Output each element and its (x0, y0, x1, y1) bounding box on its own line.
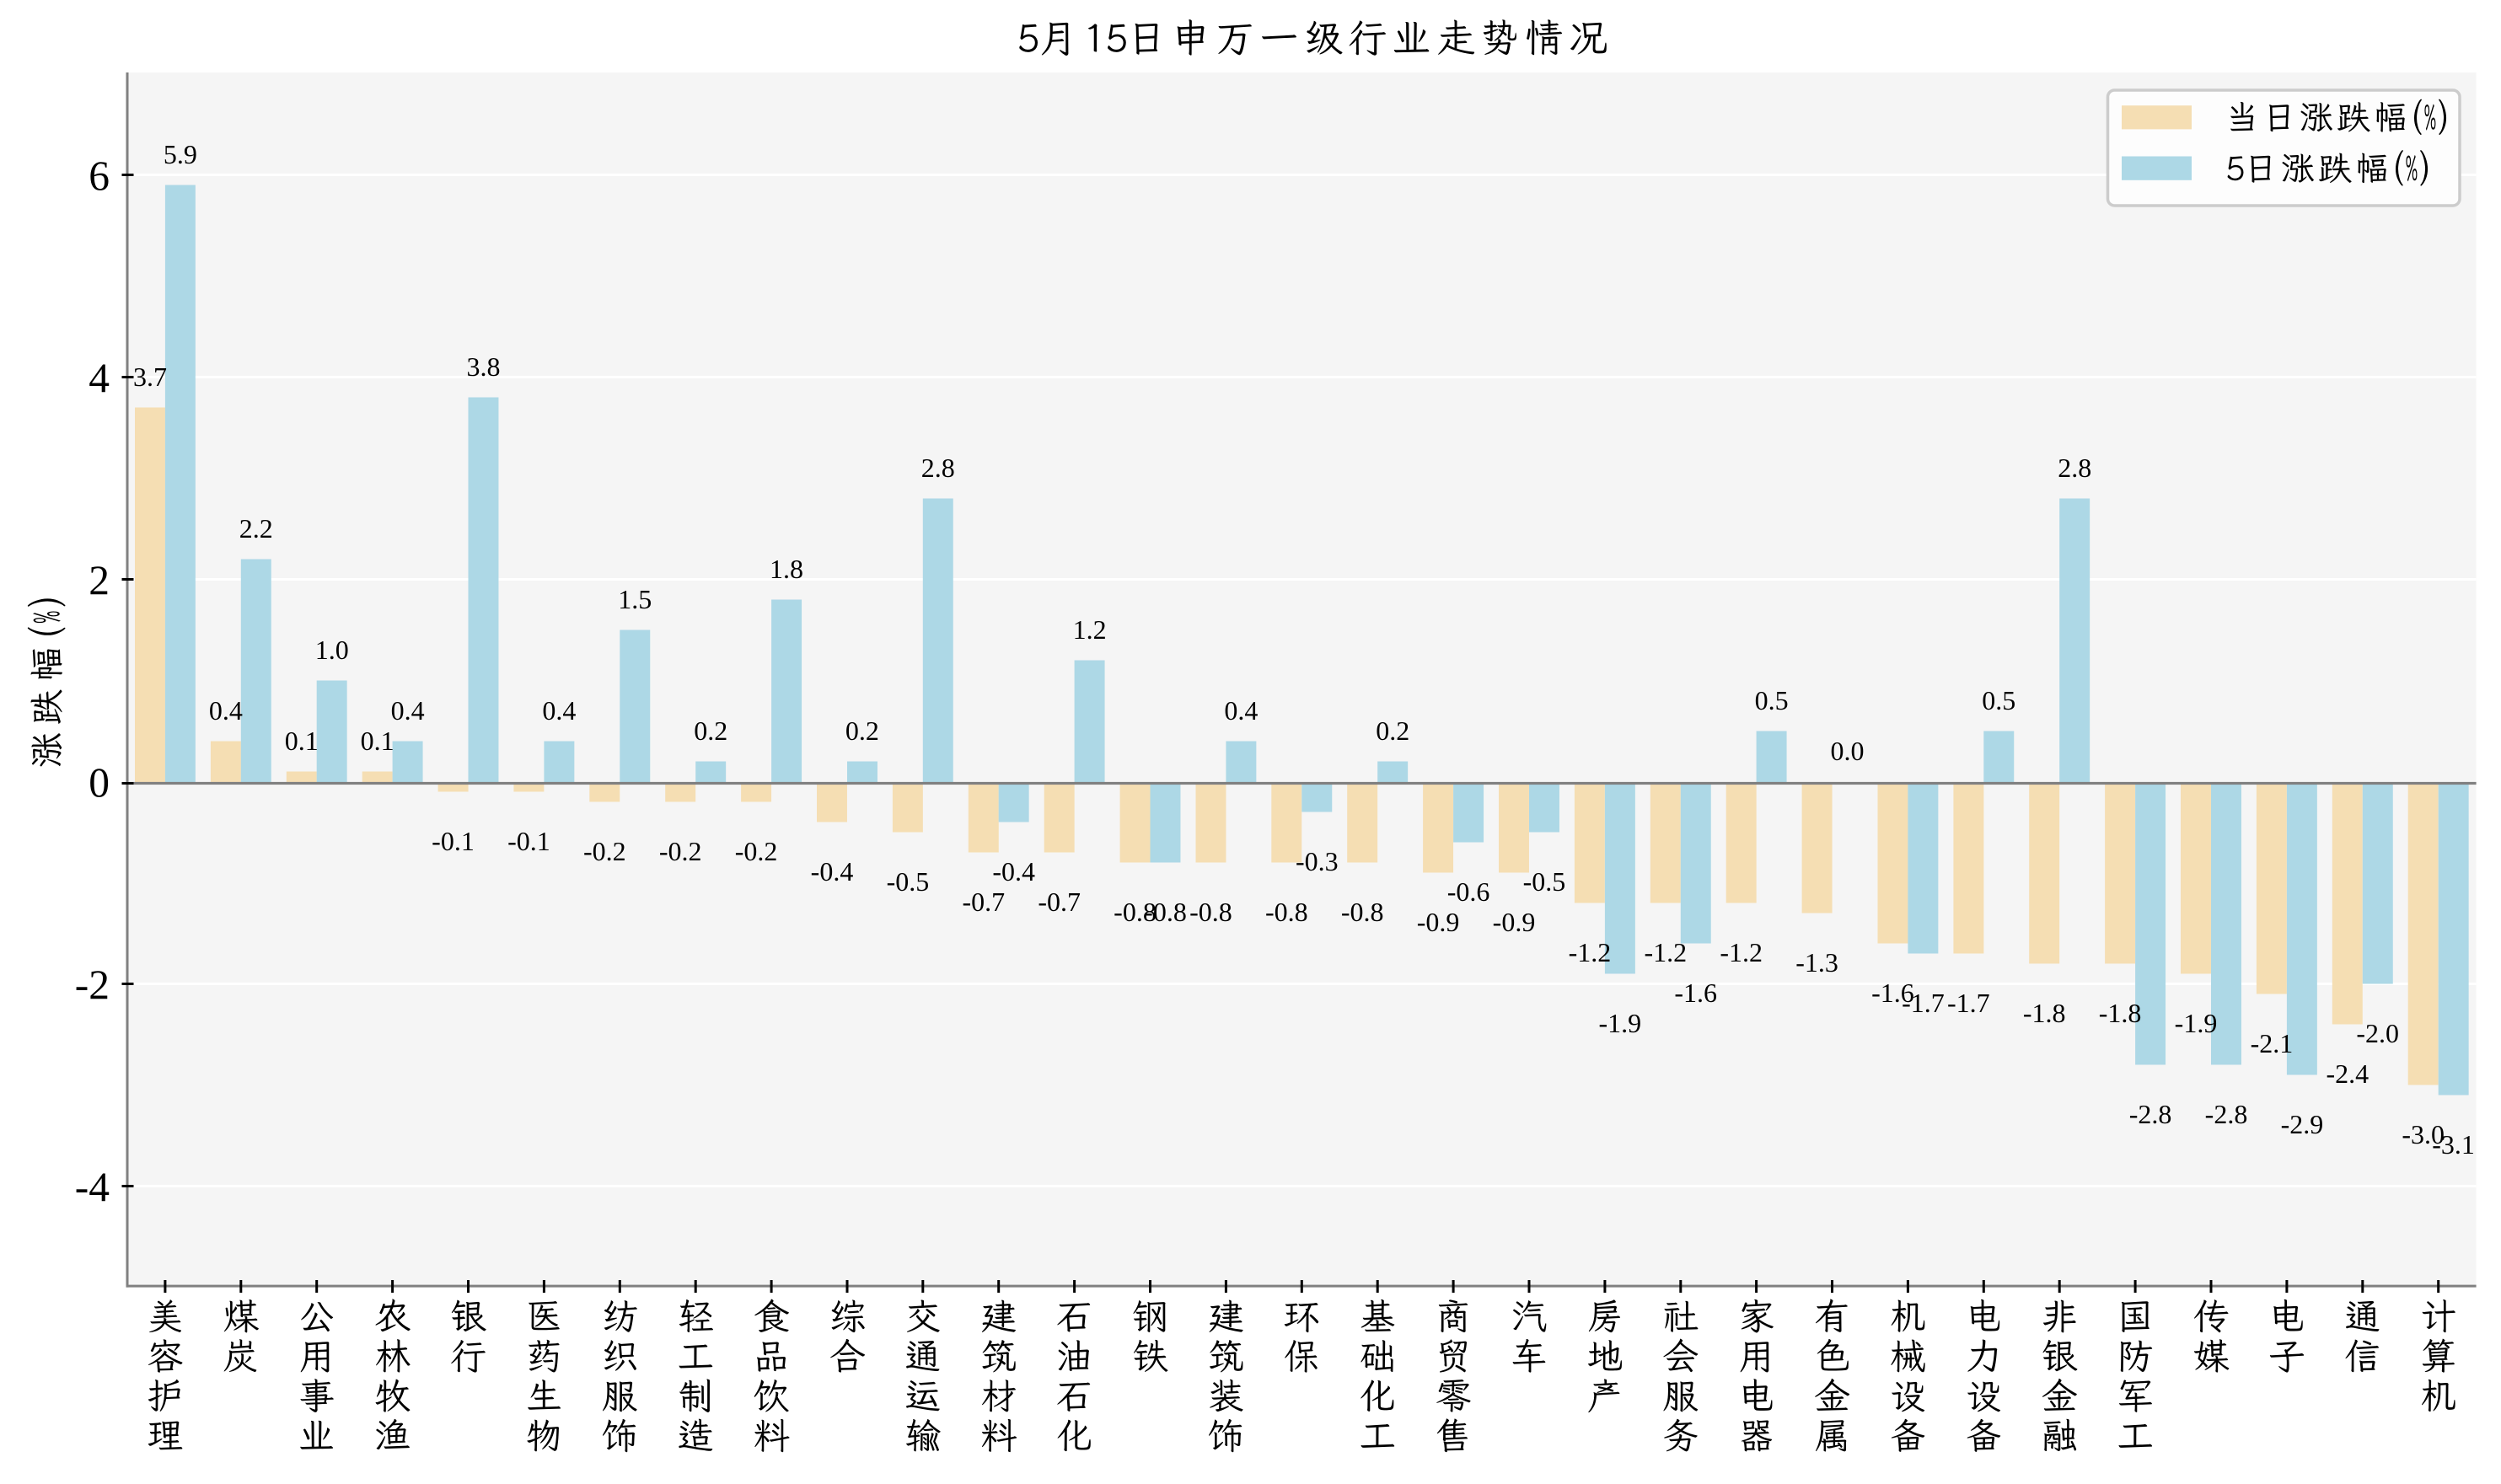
svg-text:-0.8: -0.8 (1144, 897, 1187, 927)
svg-text:3.7: 3.7 (133, 362, 167, 392)
svg-text:4: 4 (89, 355, 110, 401)
svg-text:-1.3: -1.3 (1795, 947, 1838, 978)
svg-text:0.2: 0.2 (845, 715, 879, 746)
svg-text:-0.1: -0.1 (507, 826, 550, 856)
svg-text:2: 2 (89, 557, 110, 603)
svg-text:-1.2: -1.2 (1644, 937, 1687, 967)
svg-text:-1.9: -1.9 (2175, 1008, 2218, 1038)
svg-text:-2.0: -2.0 (2356, 1018, 2399, 1048)
svg-text:1.2: 1.2 (1073, 614, 1107, 645)
svg-text:0.1: 0.1 (361, 726, 394, 756)
svg-text:-0.7: -0.7 (1038, 887, 1081, 917)
svg-text:1.5: 1.5 (618, 584, 652, 614)
svg-text:5.9: 5.9 (164, 139, 197, 169)
svg-text:-1.6: -1.6 (1871, 978, 1914, 1008)
svg-text:-0.8: -0.8 (1265, 897, 1308, 927)
svg-text:1.0: 1.0 (315, 635, 349, 665)
svg-text:0: 0 (89, 759, 110, 806)
svg-text:-1.7: -1.7 (1902, 988, 1945, 1018)
svg-text:1.8: 1.8 (770, 554, 803, 584)
svg-text:-2.8: -2.8 (2205, 1099, 2248, 1129)
svg-text:-0.4: -0.4 (992, 856, 1035, 887)
svg-text:-0.5: -0.5 (1523, 866, 1566, 897)
svg-text:-0.3: -0.3 (1296, 846, 1339, 876)
svg-text:-0.5: -0.5 (887, 866, 930, 897)
svg-text:-2.8: -2.8 (2129, 1099, 2172, 1129)
svg-text:-0.4: -0.4 (811, 856, 854, 887)
svg-text:0.1: 0.1 (285, 726, 319, 756)
svg-text:3.8: 3.8 (467, 351, 501, 382)
svg-text:-1.8: -1.8 (2099, 998, 2142, 1028)
svg-text:-2.4: -2.4 (2326, 1058, 2369, 1089)
svg-text:-1.9: -1.9 (1598, 1008, 1641, 1038)
svg-text:0.2: 0.2 (694, 715, 727, 746)
svg-text:0.4: 0.4 (391, 695, 425, 726)
svg-text:-0.7: -0.7 (962, 887, 1005, 917)
svg-text:2.8: 2.8 (2058, 453, 2091, 483)
svg-text:-0.2: -0.2 (583, 836, 626, 866)
svg-text:-0.9: -0.9 (1493, 907, 1536, 937)
svg-text:-0.8: -0.8 (1189, 897, 1232, 927)
svg-text:2.2: 2.2 (239, 513, 273, 544)
svg-text:0.2: 0.2 (1376, 715, 1409, 746)
svg-text:0.4: 0.4 (542, 695, 576, 726)
svg-text:-2.9: -2.9 (2281, 1109, 2324, 1139)
svg-text:-0.1: -0.1 (432, 826, 475, 856)
svg-text:-0.8: -0.8 (1114, 897, 1157, 927)
svg-text:-0.9: -0.9 (1417, 907, 1460, 937)
svg-text:-2.1: -2.1 (2251, 1028, 2294, 1058)
svg-text:-1.7: -1.7 (1947, 988, 1990, 1018)
svg-text:-0.8: -0.8 (1341, 897, 1384, 927)
svg-text:-3.0: -3.0 (2402, 1119, 2445, 1149)
svg-text:-0.2: -0.2 (735, 836, 778, 866)
svg-text:-1.6: -1.6 (1674, 978, 1717, 1008)
svg-text:-3.1: -3.1 (2432, 1129, 2475, 1160)
svg-text:6: 6 (89, 153, 110, 199)
svg-text:-1.2: -1.2 (1569, 937, 1612, 967)
svg-text:-0.2: -0.2 (659, 836, 702, 866)
svg-text:-0.6: -0.6 (1447, 876, 1490, 907)
svg-text:-1.2: -1.2 (1720, 937, 1763, 967)
svg-text:2.8: 2.8 (921, 453, 955, 483)
svg-text:-1.8: -1.8 (2023, 998, 2066, 1028)
svg-text:0.4: 0.4 (209, 695, 243, 726)
svg-text:-4: -4 (75, 1164, 110, 1210)
svg-text:0.4: 0.4 (1224, 695, 1258, 726)
svg-text:0.5: 0.5 (1982, 685, 2015, 715)
svg-text:-2: -2 (75, 962, 110, 1008)
svg-text:0.5: 0.5 (1755, 685, 1789, 715)
svg-text:0.0: 0.0 (1831, 736, 1865, 766)
